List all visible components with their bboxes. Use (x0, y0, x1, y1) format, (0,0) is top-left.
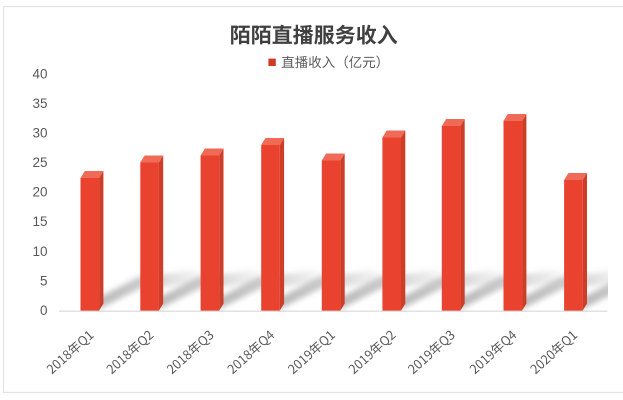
svg-text:0: 0 (40, 303, 48, 318)
svg-text:30: 30 (32, 126, 47, 141)
svg-text:25: 25 (32, 155, 47, 170)
svg-text:20: 20 (32, 185, 47, 200)
svg-text:5: 5 (40, 273, 48, 288)
svg-text:15: 15 (32, 214, 47, 229)
svg-text:40: 40 (32, 66, 47, 81)
svg-text:35: 35 (32, 96, 47, 111)
svg-text:10: 10 (32, 244, 47, 259)
